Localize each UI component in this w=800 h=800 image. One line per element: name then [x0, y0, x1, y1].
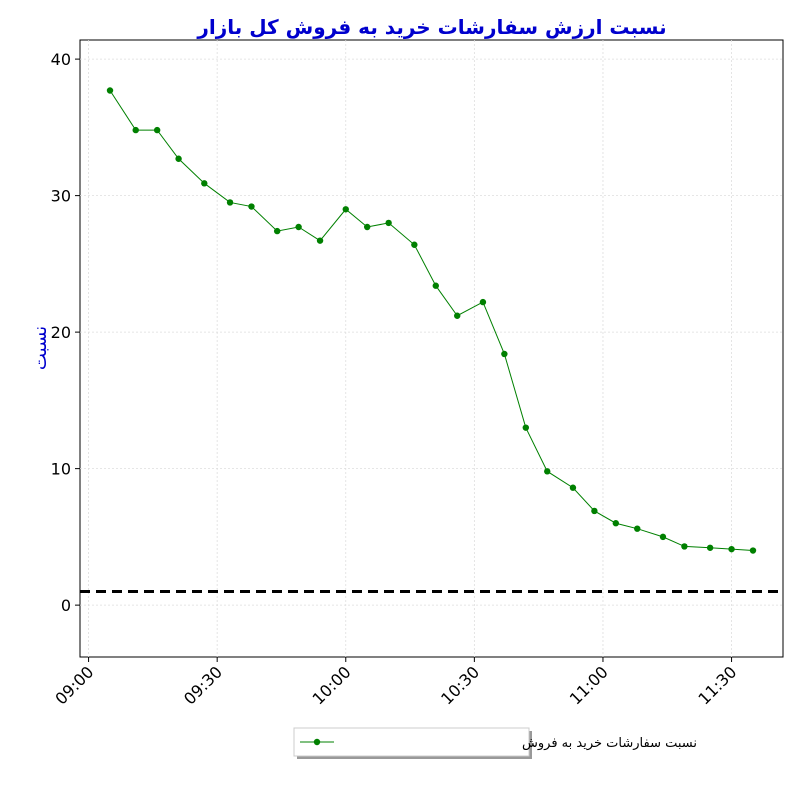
data-point [569, 484, 577, 491]
data-point [681, 543, 688, 550]
y-tick-label: 40 [51, 50, 71, 69]
data-point [749, 547, 757, 554]
y-tick-label: 10 [51, 460, 71, 479]
y-tick-label: 0 [61, 596, 71, 615]
data-point [385, 219, 392, 227]
data-point [273, 227, 281, 235]
plot-frame [79, 39, 784, 658]
data-point [454, 312, 461, 319]
data-point [342, 206, 349, 213]
data-point [175, 155, 182, 162]
legend-marker [313, 738, 321, 746]
data-point [226, 199, 234, 206]
data-point [612, 520, 620, 527]
data-point [479, 298, 487, 306]
data-point [728, 545, 735, 553]
data-point [659, 533, 667, 541]
x-tick-label: 10:00 [309, 662, 355, 708]
data-point [432, 282, 439, 289]
data-point [106, 87, 114, 94]
legend-label: نسبت سفارشات خرید به فروش [522, 736, 697, 751]
data-line [109, 90, 754, 552]
x-tick-label: 11:00 [566, 662, 612, 708]
data-point [295, 223, 302, 231]
data-point [132, 126, 139, 134]
y-tick-label: 30 [51, 187, 71, 206]
data-point [153, 126, 161, 134]
data-point [364, 223, 371, 231]
data-point [411, 241, 418, 248]
chart-title: نسبت ارزش سفارشات خرید به فروش کل بازار [196, 15, 666, 39]
data-point [544, 468, 551, 475]
x-tick-label: 09:00 [51, 662, 97, 708]
data-point [501, 350, 508, 358]
x-tick-label: 09:30 [180, 662, 226, 708]
data-point [522, 424, 530, 431]
data-point [248, 203, 255, 210]
data-point [591, 507, 598, 515]
legend: نسبت سفارشات خرید به فروش [293, 727, 697, 759]
y-tick-label: 20 [51, 323, 71, 342]
x-tick-label: 10:30 [437, 662, 483, 708]
data-point [634, 525, 641, 532]
x-tick-label: 11:30 [694, 662, 740, 708]
y-axis-label: نسبت [30, 326, 51, 370]
data-point [706, 544, 714, 551]
data-point [201, 180, 208, 187]
data-point [316, 237, 324, 244]
